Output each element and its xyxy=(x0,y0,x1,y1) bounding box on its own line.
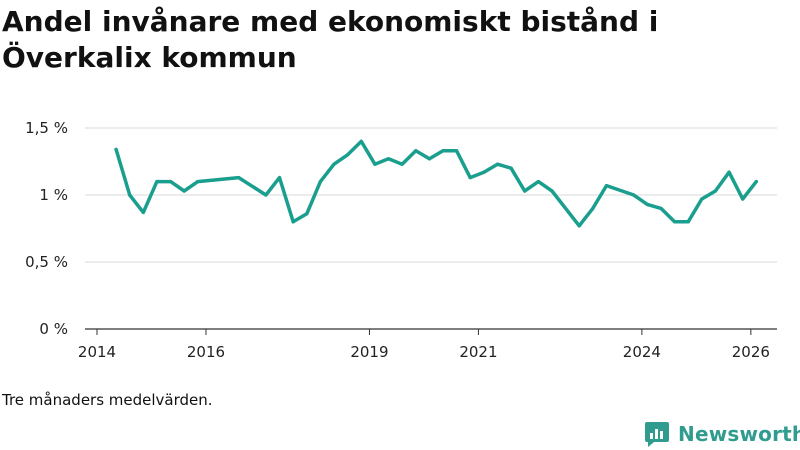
y-axis-ticks: 0 % 0,5 % 1 % 1,5 % xyxy=(25,119,68,338)
data-point xyxy=(727,170,731,174)
data-point xyxy=(400,162,404,166)
chart-title: Andel invånare med ekonomiskt bistånd i … xyxy=(2,5,659,74)
data-point xyxy=(523,189,527,193)
x-tick-label: 2021 xyxy=(459,343,497,361)
data-point xyxy=(713,189,718,193)
data-point xyxy=(277,175,282,180)
x-tick-label: 2024 xyxy=(623,343,661,361)
data-point xyxy=(386,157,391,161)
data-point xyxy=(237,175,241,180)
x-tick-label: 2026 xyxy=(732,343,770,361)
data-point xyxy=(332,162,336,166)
data-point xyxy=(168,180,173,184)
x-axis-ticks: 2014 2016 2019 2021 2024 2026 xyxy=(78,329,770,361)
data-point xyxy=(155,180,159,184)
data-point xyxy=(455,149,459,153)
data-point xyxy=(318,180,323,184)
data-point xyxy=(141,210,145,215)
newsworthy-logo-icon xyxy=(645,422,669,447)
data-point xyxy=(550,189,554,193)
data-point xyxy=(264,193,268,197)
data-point xyxy=(305,212,309,216)
data-point xyxy=(182,189,186,193)
data-point xyxy=(741,197,745,201)
data-point xyxy=(495,162,500,166)
x-tick-label: 2014 xyxy=(78,343,116,361)
data-point xyxy=(359,139,363,143)
data-point xyxy=(754,180,758,184)
data-point xyxy=(672,220,677,224)
data-point xyxy=(468,175,472,180)
x-tick-label: 2019 xyxy=(350,343,388,361)
data-point xyxy=(482,170,486,174)
data-point xyxy=(509,166,513,170)
data-point xyxy=(346,153,350,157)
data-point xyxy=(291,220,295,224)
data-point xyxy=(114,147,118,152)
y-tick-label: 1,5 % xyxy=(25,119,68,137)
series-line-0 xyxy=(114,139,759,228)
y-tick-label: 0,5 % xyxy=(25,253,68,271)
y-tick-label: 1 % xyxy=(39,186,68,204)
series-layer xyxy=(114,139,759,228)
data-point xyxy=(414,149,418,153)
data-point xyxy=(686,220,690,224)
data-point xyxy=(700,197,704,201)
data-point xyxy=(645,202,649,206)
data-point xyxy=(128,193,132,197)
x-tick-label: 2016 xyxy=(187,343,225,361)
data-point xyxy=(373,162,377,166)
data-point xyxy=(196,180,200,184)
gridlines xyxy=(85,127,777,263)
data-point xyxy=(427,157,431,161)
data-point xyxy=(632,193,636,197)
footnote: Tre månaders medelvärden. xyxy=(2,391,213,409)
brand-name: Newsworthy xyxy=(678,422,800,446)
data-point xyxy=(577,224,581,228)
y-tick-label: 0 % xyxy=(39,320,68,338)
data-point xyxy=(536,180,540,184)
data-point xyxy=(591,206,595,210)
brand-logo: Newsworthy xyxy=(644,419,800,449)
data-point xyxy=(604,184,609,188)
data-point xyxy=(441,149,445,153)
data-point xyxy=(659,206,663,210)
